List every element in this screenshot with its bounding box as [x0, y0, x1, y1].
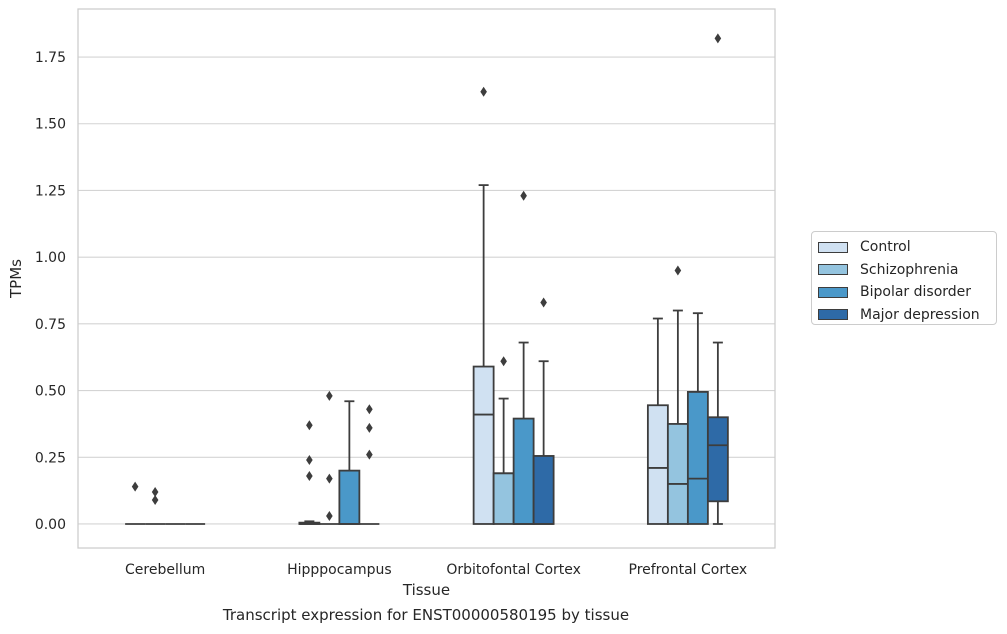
box-group	[532, 297, 555, 525]
legend-label-schizophrenia: Schizophrenia	[860, 261, 959, 278]
box-body	[338, 469, 361, 525]
box-body	[646, 404, 669, 525]
outlier-point	[366, 422, 373, 433]
series-major-depression	[185, 33, 729, 525]
box-group	[646, 317, 669, 525]
box-group	[666, 265, 689, 525]
outlier-point	[480, 86, 487, 97]
box-body	[686, 391, 709, 525]
box-body	[706, 416, 729, 503]
tick-labels: 0.00 0.25 0.50 0.75 1.00 1.25 1.50 1.75 Cerebell…	[35, 50, 747, 578]
y-tick-label: 1.00	[35, 250, 66, 266]
y-tick-label: 1.75	[35, 50, 66, 66]
legend-swatch-schizophrenia	[818, 264, 848, 276]
outlier-point	[540, 297, 547, 308]
box-group	[298, 420, 321, 525]
x-axis-label: Tissue	[402, 581, 450, 599]
grid-lines	[78, 56, 775, 525]
box-body	[532, 455, 555, 525]
legend-item-major-depression: Major depression	[818, 304, 990, 327]
legend-label-bipolar-disorder: Bipolar disorder	[860, 284, 972, 301]
y-tick-label: 0.50	[35, 384, 66, 400]
y-tick-label: 1.50	[35, 117, 66, 133]
outlier-point	[131, 481, 139, 492]
legend-swatch-control	[818, 241, 848, 253]
legend-item-bipolar-disorder: Bipolar disorder	[818, 281, 990, 304]
box-group	[145, 486, 166, 525]
box-body	[472, 365, 495, 525]
series-bipolar-disorder	[165, 190, 709, 525]
outlier-point	[520, 190, 527, 201]
legend-swatch-major-depression	[818, 309, 848, 321]
y-tick-label: 0.75	[35, 317, 66, 333]
outlier-point	[151, 494, 159, 505]
outlier-point	[326, 510, 333, 521]
outlier-point	[306, 420, 313, 431]
box-group	[686, 312, 709, 525]
outlier-point	[306, 454, 313, 465]
outlier-point	[714, 33, 722, 44]
box-series-layer	[125, 33, 729, 525]
x-tick-label: Hipppocampus	[287, 562, 392, 578]
box-body	[512, 417, 535, 525]
outlier-point	[500, 356, 507, 367]
box-group	[492, 356, 515, 525]
legend-item-schizophrenia: Schizophrenia	[818, 259, 990, 282]
outlier-point	[326, 390, 333, 401]
x-tick-label: Orbitofontal Cortex	[446, 562, 581, 578]
outlier-point	[366, 404, 373, 415]
legend-label-major-depression: Major depression	[860, 306, 980, 323]
outlier-point	[326, 473, 333, 484]
box-body	[492, 472, 515, 525]
y-axis-label: TPMs	[7, 259, 25, 299]
y-tick-label: 0.25	[35, 450, 66, 466]
x-tick-label: Cerebellum	[125, 562, 205, 578]
plot-frame	[77, 8, 776, 549]
legend: Control Schizophrenia Bipolar disorder M…	[811, 231, 997, 325]
box-group	[472, 86, 495, 525]
box-group	[319, 390, 340, 525]
chart-caption: Transcript expression for ENST0000058019…	[222, 606, 630, 624]
legend-swatch-bipolar-disorder	[818, 286, 848, 298]
box-group	[125, 481, 146, 525]
outlier-point	[674, 265, 682, 276]
outlier-point	[151, 486, 159, 497]
outlier-point	[306, 470, 313, 481]
legend-label-control: Control	[860, 239, 911, 256]
box-group	[706, 33, 729, 525]
legend-item-control: Control	[818, 236, 990, 259]
y-tick-label: 0.00	[35, 517, 66, 533]
box-body	[666, 423, 689, 525]
series-control	[125, 86, 669, 525]
box-group	[512, 190, 535, 525]
box-group	[338, 400, 361, 525]
box-group	[359, 404, 380, 525]
series-schizophrenia	[145, 265, 689, 525]
outlier-point	[366, 449, 373, 460]
y-tick-label: 1.25	[35, 183, 66, 199]
x-tick-label: Prefrontal Cortex	[629, 562, 748, 578]
